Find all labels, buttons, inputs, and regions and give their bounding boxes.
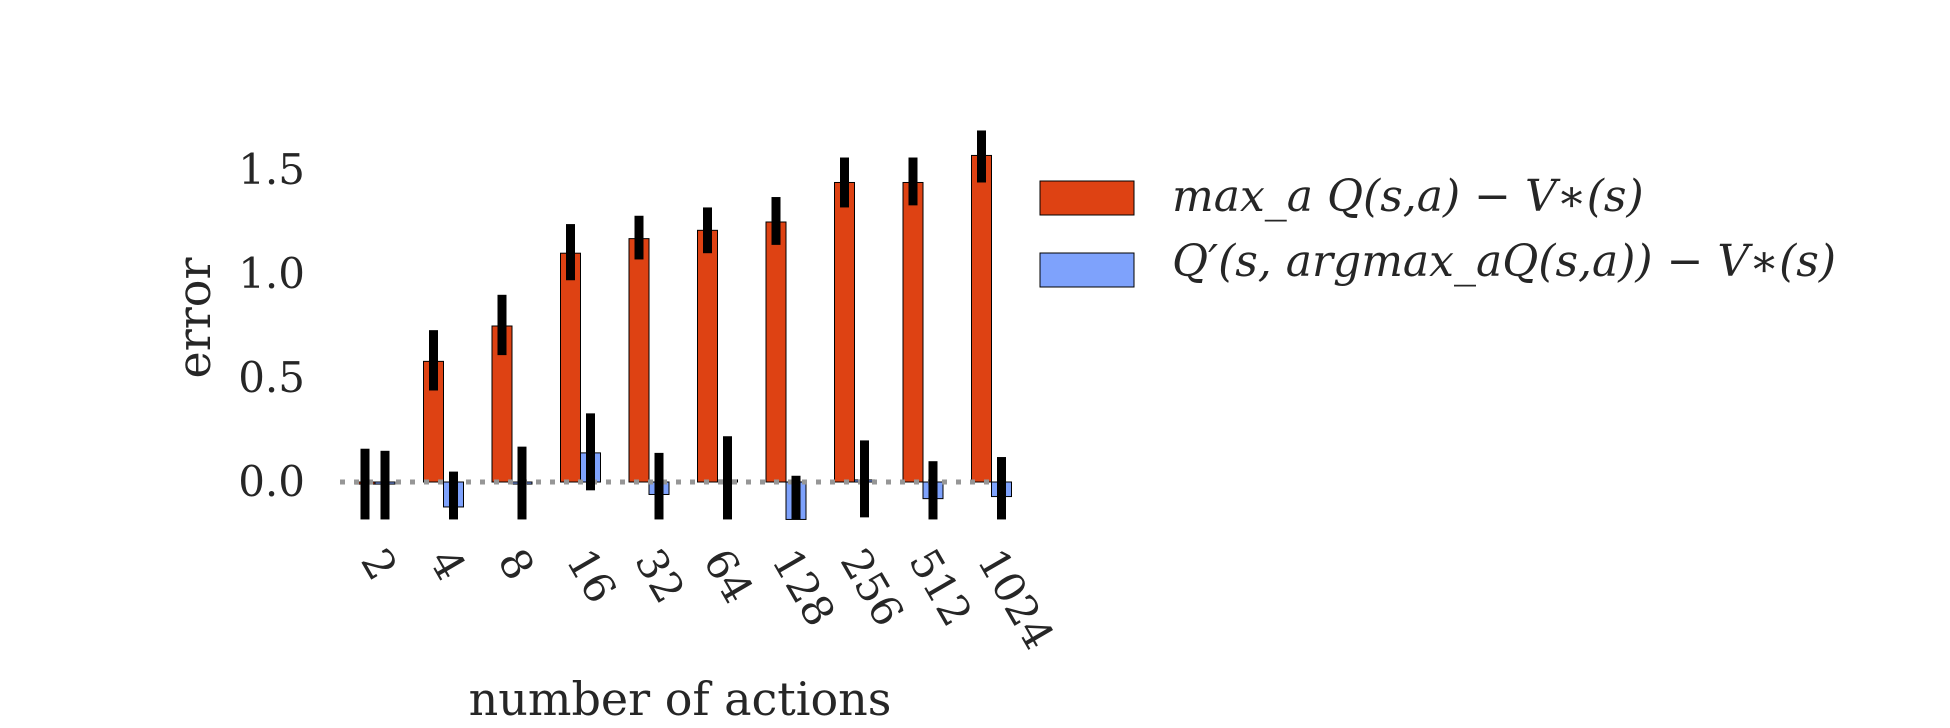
errbar-max-q-256 [840, 157, 849, 208]
x-tick-label-32: 32 [625, 541, 694, 612]
legend-label-max-q: max_a Q(s,a) − V∗(s) [1172, 171, 1644, 222]
errbar-q-prime-1024 [997, 457, 1006, 520]
errbar-q-prime-8 [517, 446, 527, 520]
x-tick-label-1024: 1024 [968, 541, 1064, 658]
x-tick-label-256: 256 [831, 541, 914, 635]
errbar-q-prime-4 [449, 471, 458, 520]
x-axis-label: number of actions [469, 672, 892, 726]
x-tick-label-64: 64 [694, 541, 763, 612]
y-tick-label-1.5: 1.5 [238, 145, 305, 194]
errbar-max-q-32 [634, 215, 644, 260]
bars-layer [354, 154, 1012, 520]
errbar-q-prime-32 [654, 452, 664, 520]
x-tick-label-2: 2 [351, 541, 407, 589]
bar-max-q-16 [560, 252, 581, 483]
errbar-max-q-128 [771, 197, 781, 245]
x-tick-label-16: 16 [557, 541, 626, 612]
x-tick-label-4: 4 [420, 541, 476, 589]
y-axis-label: error [167, 258, 221, 379]
bar-max-q-512 [902, 181, 924, 483]
errbar-q-prime-2 [380, 450, 390, 520]
x-tick-label-512: 512 [899, 541, 982, 635]
bar-max-q-32 [628, 238, 650, 483]
errbar-max-q-64 [703, 207, 712, 254]
errbar-q-prime-64 [723, 436, 732, 520]
x-tick-label-128: 128 [762, 541, 845, 635]
errbar-max-q-16 [566, 224, 575, 281]
errbar-max-q-8 [497, 294, 507, 356]
legend-label-q-prime: Q′(s, argmax_aQ(s,a)) − V∗(s) [1172, 236, 1836, 287]
errbar-q-prime-16 [586, 413, 595, 491]
bar-max-q-1024 [971, 154, 992, 483]
bar-max-q-256 [834, 181, 855, 483]
y-tick-label-0.5: 0.5 [238, 353, 305, 402]
errbar-max-q-512 [908, 157, 918, 206]
legend-swatch-q-prime [1039, 252, 1135, 288]
errbar-q-prime-256 [860, 440, 869, 518]
errbar-max-q-1024 [977, 130, 986, 183]
errbar-q-prime-512 [928, 461, 938, 520]
y-tick-label-1.0: 1.0 [238, 249, 305, 298]
y-tick-label-0.0: 0.0 [238, 457, 305, 506]
legend-swatch-max-q [1039, 180, 1135, 216]
errbar-q-prime-128 [791, 475, 801, 520]
bar-max-q-64 [697, 229, 718, 483]
errbar-max-q-2 [360, 448, 370, 520]
x-tick-label-8: 8 [488, 541, 544, 589]
error-bars-layer [360, 130, 1006, 520]
y-tick-labels: 0.0 0.5 1.0 1.5 [238, 145, 305, 506]
bar-max-q-128 [765, 221, 787, 483]
errbar-max-q-4 [429, 330, 438, 391]
legend: max_a Q(s,a) − V∗(s) Q′(s, argmax_aQ(s,a… [1039, 171, 1836, 288]
